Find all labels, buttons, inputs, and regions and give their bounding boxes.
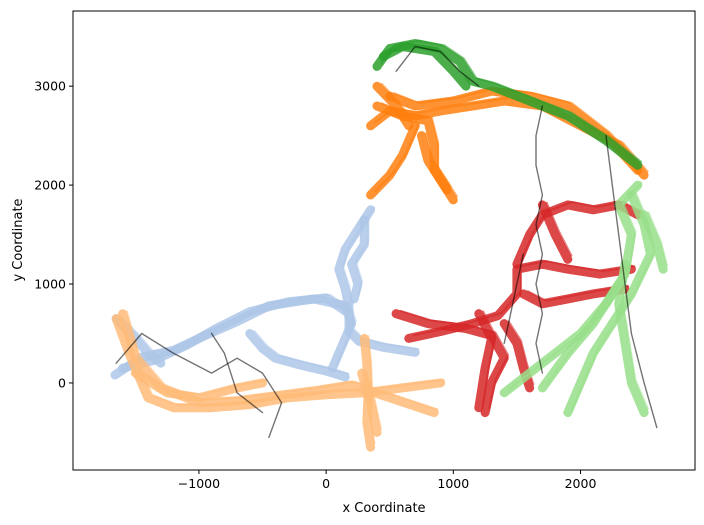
trajectory-path: [253, 329, 350, 375]
plot-frame: [72, 10, 696, 471]
series-0: [110, 205, 420, 382]
trajectory-path: [130, 368, 267, 403]
trajectory-path: [537, 279, 624, 393]
trajectory-path: [639, 210, 668, 274]
trajectory-path: [210, 332, 264, 414]
series-5: [499, 180, 669, 418]
trajectory-path: [380, 82, 414, 124]
y-axis-label: y Coordinate: [11, 198, 26, 281]
x-tick-label: −1000: [178, 476, 220, 491]
trajectory-path: [357, 368, 382, 437]
trajectory-path: [605, 134, 658, 429]
x-axis-label: x Coordinate: [342, 501, 425, 516]
y-axis: 0 1000 2000 3000: [34, 79, 73, 390]
x-tick-label: 2000: [565, 476, 597, 491]
x-tick-label: 1000: [437, 476, 469, 491]
y-tick-label: 2000: [34, 178, 66, 193]
trajectory-path: [417, 131, 458, 205]
series-6: [115, 45, 658, 439]
trajectory-path: [614, 259, 649, 418]
trajectory-path: [537, 200, 573, 264]
trajectory-path: [647, 211, 669, 267]
trajectory-path: [115, 332, 283, 439]
x-axis: −1000 0 1000 2000: [178, 470, 597, 491]
trajectory-path: [364, 369, 382, 430]
trajectory-path: [380, 39, 643, 164]
trajectory-path: [518, 284, 630, 309]
trajectory-path: [395, 45, 480, 87]
trajectory-path: [526, 285, 630, 302]
y-tick-label: 0: [58, 375, 66, 390]
trajectory-path: [412, 260, 636, 337]
trajectory-path: [372, 81, 414, 131]
trajectory-path: [424, 132, 459, 198]
trajectory-path: [347, 215, 369, 304]
series-1: [111, 309, 446, 452]
y-tick-label: 1000: [34, 277, 66, 292]
trajectory-path: [138, 369, 267, 396]
trajectory-path: [545, 201, 573, 257]
trajectory-path: [125, 310, 439, 411]
trajectory-path: [503, 253, 524, 345]
trajectory-path: [535, 105, 544, 374]
trajectory-path: [399, 309, 510, 410]
series-layer: [110, 39, 669, 452]
trajectory-path: [245, 329, 350, 382]
trajectory-path: [545, 280, 624, 386]
trajectory-path: [481, 310, 497, 405]
trajectory-path: [373, 122, 421, 193]
trajectory-path: [354, 216, 370, 297]
y-tick-label: 3000: [34, 79, 66, 94]
x-tick-label: 0: [322, 476, 330, 491]
trajectory-path: [474, 309, 496, 413]
